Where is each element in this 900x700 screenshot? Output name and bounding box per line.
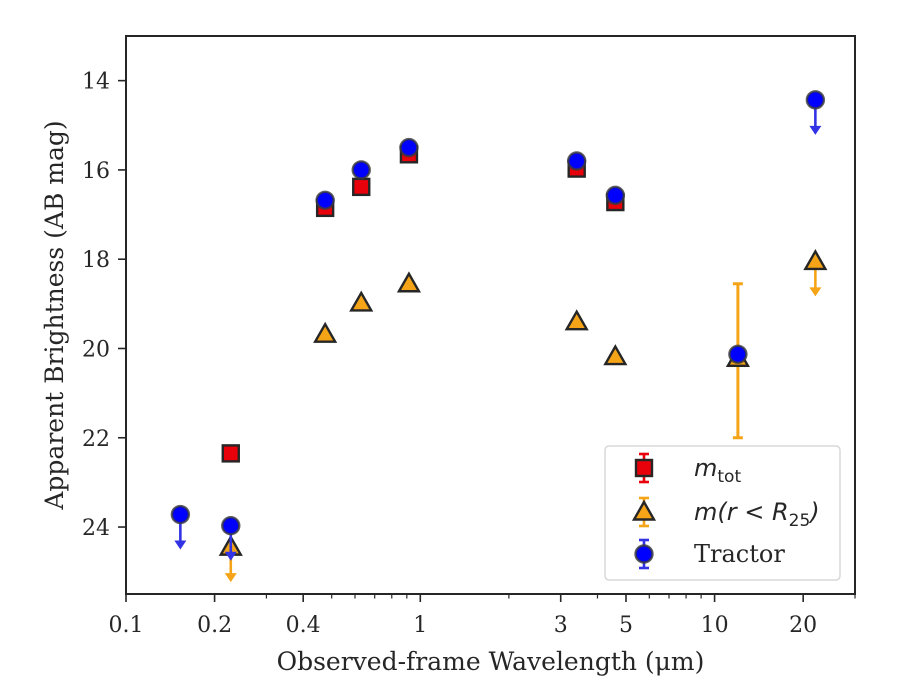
legend-entry: m(r < R25)	[631, 496, 820, 531]
tractor-point	[805, 90, 826, 110]
legend: mtot m(r < R25) Tractor	[604, 445, 841, 581]
legend-marker	[634, 544, 654, 564]
x-tick-label: 0.1	[109, 613, 144, 638]
legend-box	[604, 445, 841, 581]
mtot-point	[352, 177, 371, 197]
tractor-point	[315, 190, 335, 210]
y-axis-label: Apparent Brightness (AB mag)	[40, 120, 69, 510]
m-r25-point	[803, 249, 828, 271]
m-r25-point	[396, 271, 422, 293]
m-r25-point	[313, 321, 338, 343]
tractor-point	[351, 160, 371, 180]
tractor-point	[170, 504, 191, 525]
upper-limit-arrowhead	[224, 573, 237, 583]
x-tick-label: 10	[701, 613, 729, 638]
y-tick-label: 22	[82, 427, 110, 452]
legend-marker	[631, 499, 657, 521]
upper-limit-arrowhead	[224, 551, 237, 561]
x-tick-label: 1	[413, 613, 427, 638]
upper-limit-arrowhead	[174, 540, 187, 550]
x-axis-label: Observed-frame Wavelength (μm)	[277, 647, 705, 676]
y-tick-label: 16	[82, 159, 110, 184]
mtot-point	[221, 444, 240, 463]
tractor-point	[399, 137, 419, 158]
tractor-point	[605, 185, 626, 206]
m-r25-point	[564, 309, 589, 331]
data-marks	[170, 90, 828, 583]
tractor-point	[221, 516, 241, 536]
legend-label: mtot	[694, 454, 741, 487]
legend-entry: Tractor	[634, 538, 785, 570]
upper-limit-arrowhead	[809, 287, 822, 297]
m-r25-point	[603, 344, 628, 366]
y-tick-label: 14	[82, 70, 110, 95]
legend-entry: mtot	[634, 452, 741, 487]
upper-limit-arrowhead	[809, 125, 822, 135]
axis-ticks: 0.1 0.2 0.4 1 3 5 10 20 14 16 18 20 22 24	[82, 70, 856, 638]
x-tick-label: 20	[789, 613, 817, 638]
x-tick-label: 3	[554, 613, 568, 638]
plot-frame	[125, 35, 856, 595]
legend-label: m(r < R25)	[694, 498, 820, 531]
x-tick-label: 0.2	[197, 613, 232, 638]
legend-marker	[634, 458, 654, 478]
legend-label: Tractor	[694, 540, 785, 568]
series-tractor	[170, 90, 826, 561]
y-tick-label: 18	[82, 248, 110, 273]
x-tick-label: 0.4	[286, 613, 321, 638]
y-tick-label: 20	[82, 337, 110, 362]
m-r25-point	[349, 290, 374, 312]
y-tick-label: 24	[82, 516, 110, 541]
tractor-point	[728, 344, 748, 364]
x-tick-label: 5	[619, 613, 633, 638]
series-mtot	[221, 145, 625, 463]
tractor-point	[567, 151, 587, 171]
